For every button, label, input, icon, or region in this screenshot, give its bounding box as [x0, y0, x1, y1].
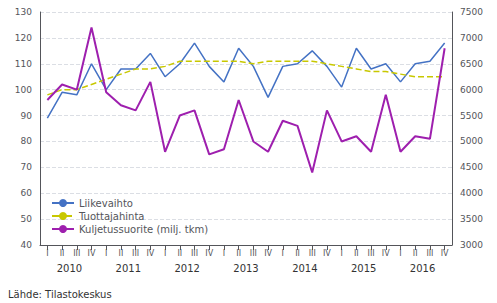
svg-text:Liikevaihto: Liikevaihto: [79, 198, 133, 209]
svg-text:90: 90: [21, 111, 33, 121]
svg-text:60: 60: [21, 188, 33, 198]
svg-text:III: III: [368, 249, 375, 258]
svg-text:70: 70: [21, 162, 33, 172]
svg-text:5500: 5500: [460, 111, 483, 121]
svg-text:III: III: [309, 249, 316, 258]
svg-text:6500: 6500: [460, 59, 483, 69]
svg-text:3500: 3500: [460, 214, 483, 224]
svg-text:2015: 2015: [351, 263, 376, 274]
svg-text:I: I: [223, 249, 225, 258]
svg-text:I: I: [399, 249, 401, 258]
svg-text:IV: IV: [205, 249, 213, 258]
svg-text:IV: IV: [441, 249, 449, 258]
svg-text:80: 80: [21, 136, 33, 146]
svg-text:IV: IV: [323, 249, 331, 258]
svg-text:II: II: [354, 249, 359, 258]
svg-text:III: III: [132, 249, 139, 258]
svg-text:2012: 2012: [174, 263, 199, 274]
svg-text:II: II: [295, 249, 300, 258]
svg-text:III: III: [250, 249, 257, 258]
svg-text:2010: 2010: [57, 263, 82, 274]
svg-text:IV: IV: [382, 249, 390, 258]
svg-text:I: I: [46, 249, 48, 258]
svg-text:II: II: [177, 249, 182, 258]
svg-text:7000: 7000: [460, 33, 483, 43]
svg-text:2011: 2011: [116, 263, 141, 274]
svg-text:100: 100: [15, 85, 32, 95]
svg-text:2013: 2013: [233, 263, 258, 274]
svg-text:110: 110: [15, 59, 32, 69]
svg-text:I: I: [105, 249, 107, 258]
svg-text:Tuottajahinta: Tuottajahinta: [78, 211, 144, 222]
svg-text:III: III: [191, 249, 198, 258]
svg-text:4500: 4500: [460, 162, 483, 172]
svg-text:III: III: [73, 249, 80, 258]
svg-text:II: II: [236, 249, 241, 258]
svg-text:II: II: [60, 249, 65, 258]
svg-text:7500: 7500: [460, 7, 483, 17]
svg-text:IV: IV: [264, 249, 272, 258]
svg-text:6000: 6000: [460, 85, 483, 95]
svg-text:II: II: [413, 249, 418, 258]
svg-text:III: III: [426, 249, 433, 258]
svg-text:40: 40: [21, 240, 33, 250]
svg-text:2014: 2014: [292, 263, 317, 274]
svg-text:II: II: [119, 249, 124, 258]
svg-text:5000: 5000: [460, 136, 483, 146]
svg-text:IV: IV: [146, 249, 154, 258]
svg-text:2016: 2016: [410, 263, 435, 274]
svg-text:I: I: [282, 249, 284, 258]
svg-text:Lähde: Tilastokeskus: Lähde: Tilastokeskus: [8, 289, 112, 300]
svg-text:Kuljetussuorite (milj. tkm): Kuljetussuorite (milj. tkm): [79, 224, 208, 235]
svg-text:I: I: [340, 249, 342, 258]
svg-text:50: 50: [21, 214, 33, 224]
svg-text:4000: 4000: [460, 188, 483, 198]
svg-text:120: 120: [15, 33, 32, 43]
svg-text:I: I: [164, 249, 166, 258]
svg-text:3000: 3000: [460, 240, 483, 250]
svg-text:IV: IV: [88, 249, 96, 258]
svg-text:130: 130: [15, 7, 32, 17]
